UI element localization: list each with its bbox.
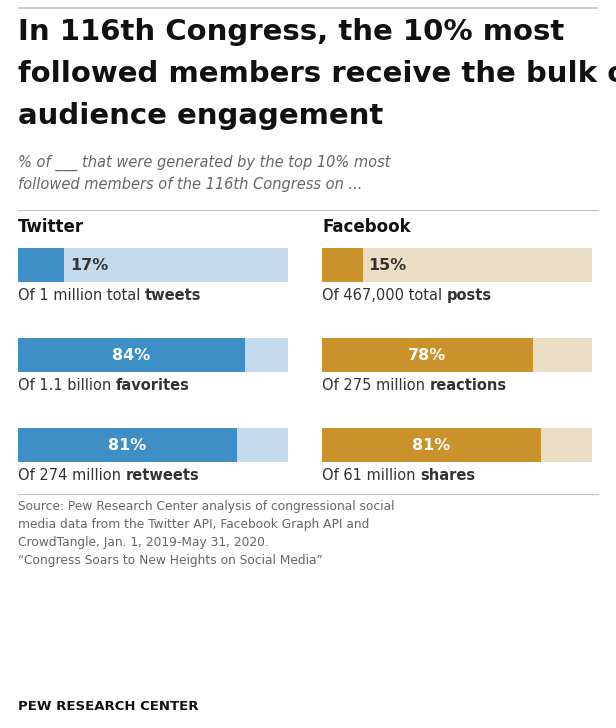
- Bar: [322, 428, 541, 462]
- Text: tweets: tweets: [145, 288, 201, 303]
- Bar: [18, 338, 245, 372]
- Text: shares: shares: [420, 468, 476, 483]
- Text: 15%: 15%: [368, 258, 407, 272]
- Text: Of 274 million: Of 274 million: [18, 468, 126, 483]
- Text: Of 467,000 total: Of 467,000 total: [322, 288, 447, 303]
- Text: retweets: retweets: [126, 468, 200, 483]
- Text: Of 61 million: Of 61 million: [322, 468, 420, 483]
- Text: Of 275 million: Of 275 million: [322, 378, 429, 393]
- Bar: [322, 248, 362, 282]
- Text: Facebook: Facebook: [322, 218, 411, 236]
- Bar: [322, 248, 592, 282]
- Text: audience engagement: audience engagement: [18, 102, 383, 130]
- Bar: [18, 428, 288, 462]
- Text: 81%: 81%: [108, 438, 147, 453]
- Bar: [18, 248, 288, 282]
- Text: PEW RESEARCH CENTER: PEW RESEARCH CENTER: [18, 700, 198, 713]
- Bar: [322, 338, 533, 372]
- Text: 78%: 78%: [408, 347, 447, 363]
- Text: Of 1 million total: Of 1 million total: [18, 288, 145, 303]
- Text: In 116th Congress, the 10% most: In 116th Congress, the 10% most: [18, 18, 564, 46]
- Text: Of 1.1 billion: Of 1.1 billion: [18, 378, 116, 393]
- Bar: [18, 338, 288, 372]
- Text: posts: posts: [447, 288, 492, 303]
- Bar: [18, 248, 64, 282]
- Bar: [18, 428, 237, 462]
- Text: 17%: 17%: [70, 258, 108, 272]
- Bar: [322, 428, 592, 462]
- Text: followed members receive the bulk of: followed members receive the bulk of: [18, 60, 616, 88]
- Text: 81%: 81%: [412, 438, 450, 453]
- Text: Source: Pew Research Center analysis of congressional social
media data from the: Source: Pew Research Center analysis of …: [18, 500, 394, 567]
- Bar: [322, 338, 592, 372]
- Text: reactions: reactions: [429, 378, 507, 393]
- Text: % of ___ that were generated by the top 10% most
followed members of the 116th C: % of ___ that were generated by the top …: [18, 155, 391, 192]
- Text: 84%: 84%: [112, 347, 150, 363]
- Text: Twitter: Twitter: [18, 218, 84, 236]
- Text: favorites: favorites: [116, 378, 190, 393]
